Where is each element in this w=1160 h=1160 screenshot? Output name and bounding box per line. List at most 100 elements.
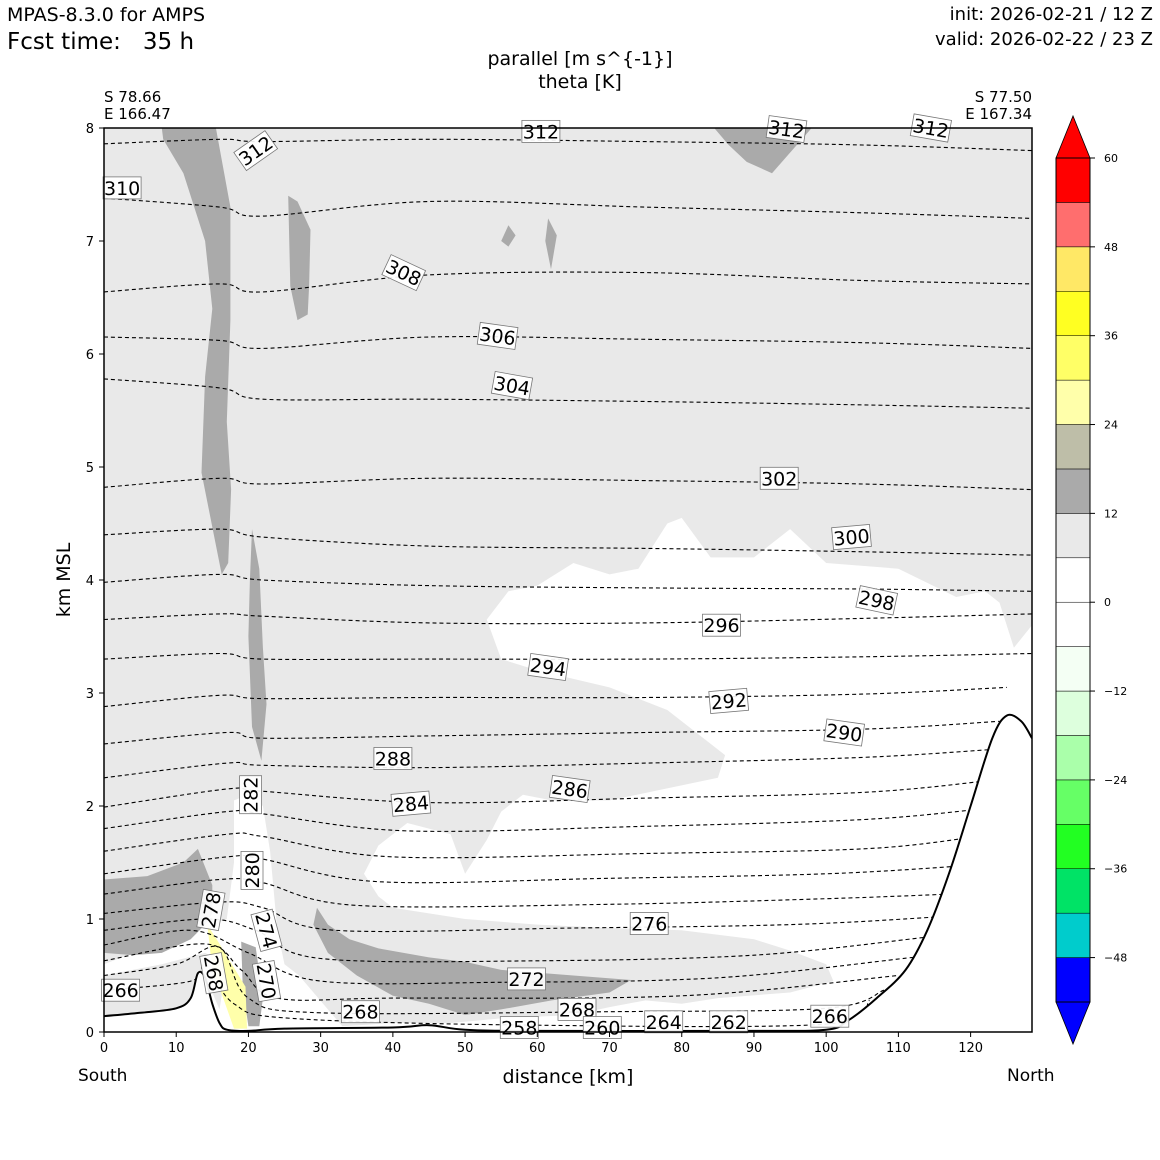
contour-label-312: 312 <box>765 115 808 144</box>
theta-contour-304 <box>104 378 1032 409</box>
colorbar: 60 48 36 24 12 0 −12 −24 −36 −48 <box>1055 114 1127 1046</box>
contour-label-264: 264 <box>644 1010 684 1034</box>
strong-shading-blob1 <box>501 225 516 247</box>
north-label: North <box>1007 1066 1055 1086</box>
south-label: South <box>78 1066 128 1086</box>
colorbar-tick-label: −36 <box>1104 863 1127 876</box>
contour-label-text: 310 <box>104 178 140 200</box>
x-tick-label: 100 <box>814 1041 839 1056</box>
x-tick-label: 50 <box>457 1041 474 1056</box>
contour-label-296: 296 <box>702 613 741 637</box>
y-tick-label: 4 <box>86 574 94 589</box>
contour-label-box <box>507 967 546 991</box>
colorbar-tick-label: 36 <box>1104 330 1118 343</box>
contour-label-text: 260 <box>584 1018 620 1040</box>
contour-label-box <box>702 613 741 637</box>
x-tick-label: 70 <box>601 1041 618 1056</box>
theta-contour-274 <box>104 918 928 963</box>
colorbar-bin <box>1055 424 1091 470</box>
right-endpoint-lon: E 167.34 <box>965 105 1032 123</box>
contour-label-286: 286 <box>549 775 591 804</box>
colorbar-tick-label: −24 <box>1104 774 1127 787</box>
contour-label-text: 276 <box>631 914 667 936</box>
forecast-time-label: Fcst time: <box>7 29 121 55</box>
contour-label-box <box>810 1004 850 1028</box>
contour-label-text: 294 <box>528 655 567 682</box>
contour-label-text: 300 <box>833 526 871 551</box>
theta-contour-284 <box>104 808 978 832</box>
theta-contour-300 <box>104 528 1032 556</box>
left-endpoint-lat: S 78.66 <box>104 88 162 106</box>
shading-layer <box>104 128 1032 1029</box>
contour-label-272: 272 <box>507 967 546 991</box>
contour-label-280: 280 <box>240 851 264 890</box>
y-tick-label: 1 <box>86 913 94 928</box>
y-tick-label: 3 <box>86 687 94 702</box>
contour-label-text: 292 <box>710 689 748 714</box>
x-tick-label: 40 <box>385 1041 402 1056</box>
colorbar-bin <box>1055 157 1091 203</box>
contour-label-284: 284 <box>390 790 432 817</box>
contour-label-276: 276 <box>629 912 669 936</box>
colorbar-bin <box>1055 601 1091 647</box>
contour-label-box <box>855 585 899 616</box>
theta-contour-276 <box>104 901 942 933</box>
contour-label-268: 268 <box>340 1000 380 1024</box>
contour-label-294: 294 <box>527 653 569 682</box>
colorbar-bin <box>1055 690 1091 736</box>
contour-label-text: 272 <box>508 969 544 991</box>
right-endpoint-coords: S 77.50 E 167.34 <box>965 89 1032 123</box>
x-tick-label: 60 <box>529 1041 546 1056</box>
colorbar-bin <box>1055 557 1091 603</box>
colorbar-bin <box>1055 912 1091 958</box>
strong-shading-jet <box>313 907 632 1015</box>
contour-label-box <box>709 1010 749 1034</box>
contour-label-text: 266 <box>102 980 138 1002</box>
contour-label-text: 296 <box>703 615 739 637</box>
colorbar-bin <box>1055 868 1091 914</box>
contour-label-266: 266 <box>810 1004 850 1028</box>
contour-label-box <box>582 1016 622 1039</box>
colorbar-under-arrow <box>1055 1001 1091 1046</box>
colorbar-tick-label: 24 <box>1104 419 1118 432</box>
x-tick-label: 80 <box>673 1041 690 1056</box>
contour-label-box <box>708 687 750 714</box>
colorbar-bin <box>1055 779 1091 825</box>
contour-label-text: 258 <box>501 1018 537 1040</box>
contour-label-310: 310 <box>102 176 142 200</box>
colorbar-tick-label: 12 <box>1104 507 1118 520</box>
y-tick-label: 2 <box>86 800 94 815</box>
x-tick-label: 120 <box>958 1041 983 1056</box>
contour-label-290: 290 <box>823 718 865 747</box>
strong-shading-gap <box>241 941 263 1027</box>
contour-label-box <box>499 1016 539 1039</box>
colorbar-tick-label: 60 <box>1104 152 1118 165</box>
contour-label-262: 262 <box>709 1010 749 1034</box>
contour-label-302: 302 <box>759 466 799 490</box>
contour-label-text: 290 <box>825 720 864 747</box>
right-endpoint-lat: S 77.50 <box>974 88 1032 106</box>
theta-contour-308 <box>104 271 1032 293</box>
contour-label-text: 306 <box>478 323 517 350</box>
colorbar-over-arrow <box>1055 114 1091 159</box>
contour-label-box <box>629 912 669 935</box>
colorbar-bin <box>1055 646 1091 692</box>
theta-contour-298 <box>104 573 1032 592</box>
colorbar-tick-label: −12 <box>1104 685 1127 698</box>
contour-label-box <box>549 775 591 803</box>
forecast-time-value: 35 h <box>142 29 195 55</box>
contour-label-box <box>831 524 872 551</box>
contour-label-box <box>233 130 279 172</box>
contour-label-text: 312 <box>767 117 806 144</box>
contour-label-box <box>101 978 140 1002</box>
colorbar-bin <box>1055 246 1091 292</box>
contour-label-text: 286 <box>550 777 589 804</box>
contour-label-box <box>390 790 432 817</box>
x-tick-label: 0 <box>100 1041 108 1056</box>
colorbar-bin <box>1055 735 1091 781</box>
colorbar-bin <box>1055 202 1091 248</box>
x-tick-label: 10 <box>168 1041 185 1056</box>
light-shading-upper <box>104 128 1032 1027</box>
